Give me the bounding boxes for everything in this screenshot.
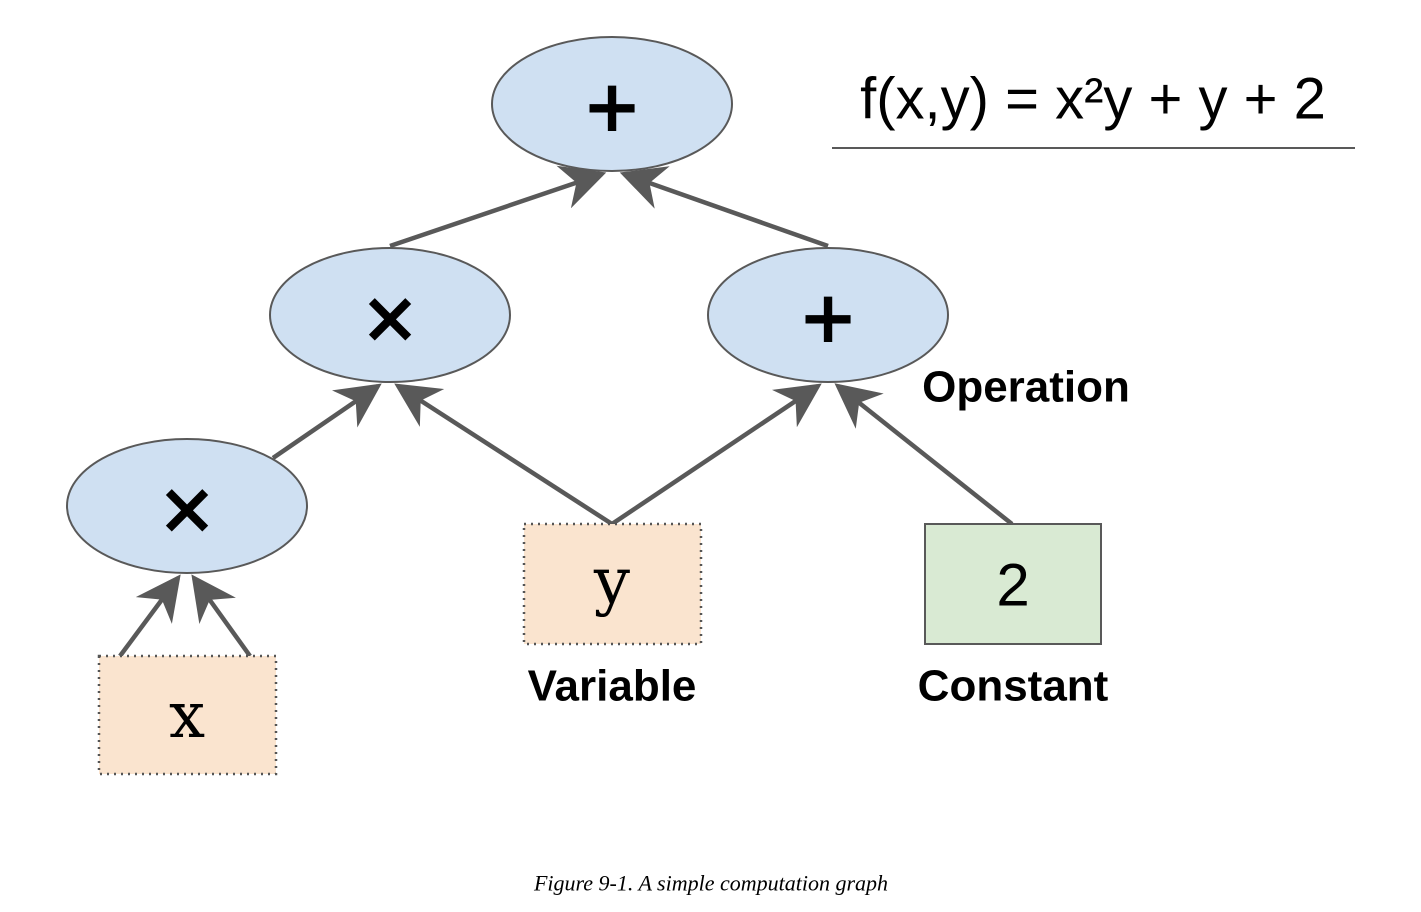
operation-label: Operation: [922, 363, 1130, 412]
edge-plus-right-to-root: [619, 166, 829, 249]
edges: [118, 165, 1014, 658]
operation-node-multiply-lower: ×: [66, 438, 308, 574]
edge-constant-to-plus-right: [834, 383, 1014, 526]
figure-caption: Figure 9-1. A simple computation graph: [533, 871, 888, 896]
edge-multiply-upper-to-root: [389, 165, 607, 249]
variable-y-label: y: [593, 545, 630, 619]
operation-node-multiply-upper: ×: [269, 247, 511, 383]
variable-label: Variable: [528, 662, 697, 711]
plus-symbol: +: [798, 275, 858, 359]
edge-x-to-multiply-lower-left: [118, 574, 181, 658]
operation-node-plus-right: +: [707, 247, 949, 383]
multiply-symbol: ×: [360, 275, 420, 359]
variable-x-label: x: [169, 679, 205, 753]
constant-value: 2: [996, 552, 1029, 619]
function-formula: f(x,y) = x²y + y + 2: [860, 67, 1326, 132]
plus-symbol: +: [582, 64, 642, 148]
edge-y-to-plus-right: [610, 383, 822, 526]
variable-node-x: x: [97, 654, 278, 776]
constant-label: Constant: [918, 662, 1109, 711]
variable-node-y: y: [522, 522, 703, 646]
operation-node-root: +: [491, 36, 733, 172]
multiply-symbol: ×: [157, 466, 217, 550]
edge-x-to-multiply-lower-right: [191, 574, 252, 658]
edge-y-to-multiply-upper: [394, 383, 614, 526]
edge-multiply-lower-to-multiply-upper: [271, 383, 382, 460]
constant-node-two: 2: [924, 523, 1102, 645]
